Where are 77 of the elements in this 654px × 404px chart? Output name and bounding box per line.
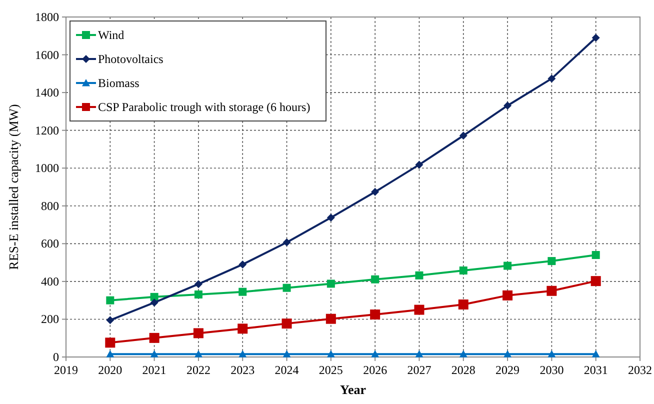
y-tick-label: 400 — [41, 274, 59, 288]
x-tick-label: 2022 — [186, 363, 210, 377]
point — [590, 276, 601, 286]
point — [592, 350, 600, 358]
point — [548, 350, 556, 358]
point — [326, 350, 335, 358]
x-tick-label: 2020 — [98, 363, 122, 377]
point — [548, 257, 556, 266]
x-tick-label: 2021 — [142, 363, 166, 377]
point — [458, 299, 468, 310]
point — [238, 260, 247, 268]
point — [415, 350, 424, 358]
legend-label: Wind — [98, 28, 124, 42]
point — [326, 314, 336, 324]
y-tick-label: 800 — [41, 198, 59, 213]
point — [194, 290, 202, 298]
point — [238, 324, 248, 334]
point — [459, 350, 468, 358]
point — [149, 332, 160, 343]
point — [106, 296, 114, 304]
y-tick-label: 1400 — [35, 86, 59, 100]
y-tick-label: 1800 — [35, 10, 59, 24]
point — [502, 290, 513, 300]
point — [592, 251, 600, 259]
point — [150, 298, 158, 307]
point — [371, 188, 380, 196]
point — [106, 316, 114, 324]
point — [546, 286, 557, 296]
point — [504, 102, 512, 110]
point — [105, 338, 116, 348]
x-tick-label: 2027 — [407, 363, 432, 377]
x-tick-label: 2019 — [54, 363, 78, 377]
x-tick-label: 2026 — [363, 363, 388, 377]
point — [326, 280, 335, 288]
y-tick-label: 0 — [53, 350, 59, 364]
point — [459, 132, 468, 140]
point — [326, 214, 335, 222]
point — [504, 262, 512, 270]
point — [592, 34, 600, 42]
point — [371, 275, 380, 284]
x-tick-label: 2028 — [451, 363, 476, 377]
point — [106, 350, 114, 358]
y-axis-title: RES-E installed capacity (MW) — [6, 104, 21, 270]
y-tick-label: 1600 — [35, 48, 59, 62]
point — [238, 288, 247, 296]
point — [414, 304, 424, 315]
x-tick-label: 2025 — [318, 363, 343, 377]
point — [238, 350, 247, 358]
y-tick-label: 200 — [41, 312, 59, 326]
point — [548, 74, 556, 83]
point — [194, 280, 202, 288]
x-tick-label: 2031 — [584, 363, 608, 377]
point — [415, 160, 424, 169]
x-tick-label: 2023 — [230, 363, 255, 377]
point — [150, 350, 158, 358]
legend-label: CSP Parabolic trough with storage (6 hours) — [98, 100, 310, 114]
point — [282, 284, 291, 292]
x-tick-label: 2029 — [496, 363, 520, 377]
point — [282, 238, 291, 246]
point — [459, 266, 468, 274]
point — [282, 318, 292, 329]
point — [193, 328, 204, 338]
y-tick-label: 600 — [41, 236, 59, 251]
point — [282, 350, 291, 358]
x-axis-title: Year — [340, 382, 366, 397]
point — [415, 271, 424, 280]
point — [194, 350, 202, 358]
x-tick-label: 2032 — [628, 363, 652, 377]
y-tick-label: 1000 — [35, 161, 59, 176]
point — [370, 310, 380, 320]
y-tick-label: 1200 — [35, 123, 59, 138]
legend-label: Photovoltaics — [98, 52, 164, 66]
x-tick-label: 2024 — [274, 363, 299, 377]
point — [371, 350, 380, 358]
x-tick-label: 2030 — [540, 363, 564, 377]
legend-label: Biomass — [98, 76, 140, 90]
point — [504, 350, 512, 358]
